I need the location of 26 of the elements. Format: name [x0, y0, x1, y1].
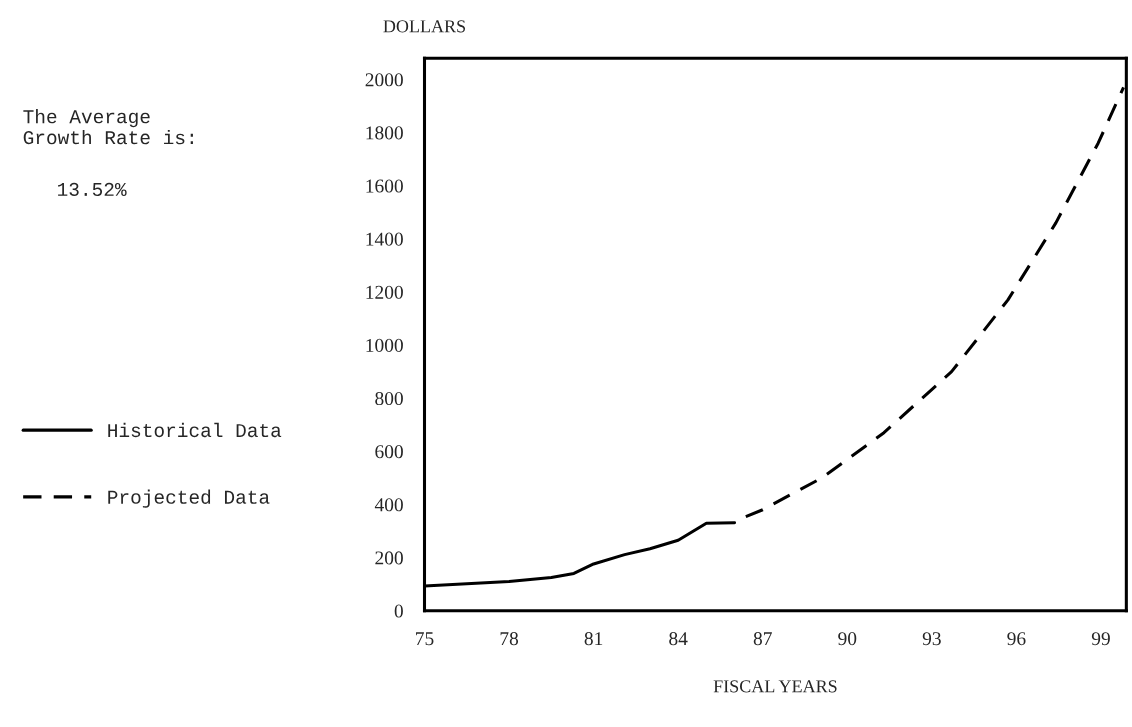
text: The Average Growth Rate is: [23, 109, 193, 145]
legend-label: Projected Data [108, 489, 270, 508]
y-tick-label: 800 [375, 391, 403, 406]
y-tick-label: 1800 [366, 126, 403, 140]
legend-label: Historical Data [108, 422, 282, 438]
x-tick-label: 99 [1091, 632, 1110, 646]
y-tick-label: 1000 [366, 338, 403, 352]
x-tick-label: 84 [669, 632, 688, 646]
y-tick-label: 1200 [366, 285, 403, 299]
x-tick-label: 87 [753, 632, 772, 646]
y-tick-label: 2000 [365, 73, 403, 87]
y-tick-label: 1400 [366, 232, 403, 246]
x-tick-label: 93 [922, 632, 941, 646]
y-tick-label: 200 [375, 551, 403, 565]
x-tick-label: 78 [500, 632, 519, 646]
x-tick-label: 75 [416, 632, 434, 646]
text: 13.52% [58, 182, 127, 197]
x-tick-label: 96 [1007, 632, 1026, 646]
y-tick-label: 1600 [366, 179, 403, 193]
y-tick-label: 600 [375, 445, 403, 459]
y-axis-title: DOLLARS [383, 20, 466, 33]
y-tick-label: 400 [374, 498, 403, 512]
x-axis-title: FISCAL YEARS [713, 680, 837, 693]
x-tick-label: 90 [838, 632, 857, 646]
x-tick-label: 81 [584, 632, 603, 646]
y-tick-label: 0 [394, 604, 403, 618]
